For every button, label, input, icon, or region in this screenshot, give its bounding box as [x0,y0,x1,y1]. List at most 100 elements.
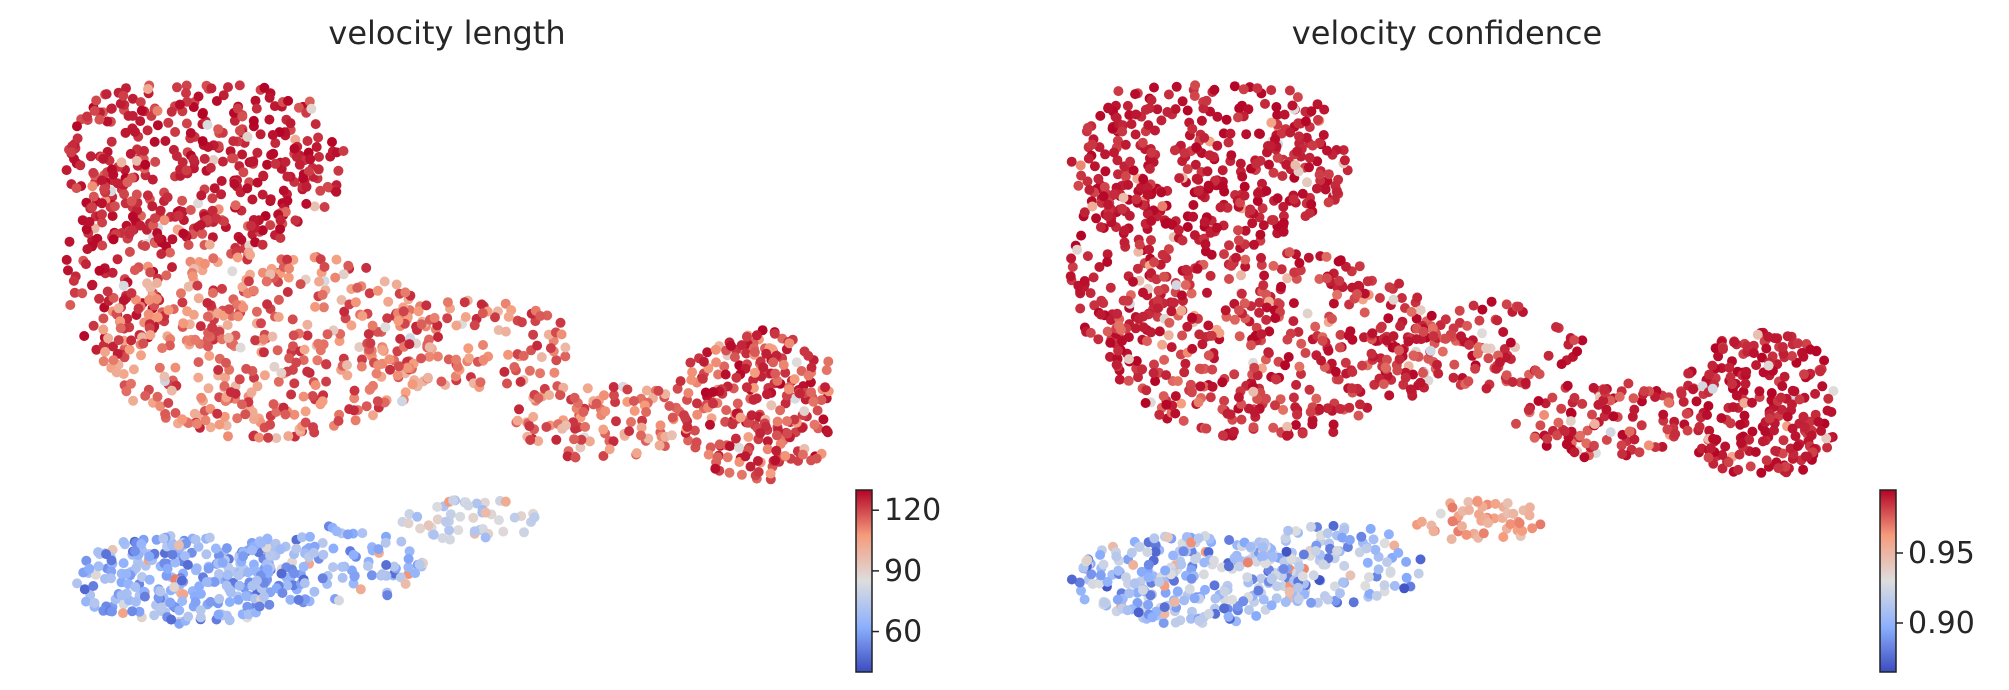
scatter-point [789,414,800,425]
scatter-point [137,572,148,582]
scatter-point [1225,409,1236,420]
scatter-point [121,568,132,579]
scatter-point [368,410,378,421]
scatter-point [1582,425,1593,436]
scatter-point [741,331,752,342]
scatter-point [455,511,466,522]
scatter-point [1617,449,1628,459]
scatter-point [389,561,400,572]
scatter-point [163,398,174,408]
scatter-point [1066,156,1077,167]
scatter-point [242,183,253,194]
scatter-point [208,155,219,165]
scatter-point [129,265,140,276]
scatter-point [1276,264,1287,275]
scatter-point [1184,584,1195,594]
scatter-point [1731,390,1742,401]
scatter-point [1296,338,1307,349]
scatter-point [193,293,204,304]
scatter-point [306,103,317,114]
scatter-point [578,407,589,417]
scatter-point [84,216,95,227]
scatter-point [152,120,163,131]
scatter-point [87,202,98,213]
scatter-point [363,329,374,339]
scatter-point [181,80,192,91]
scatter-point [107,267,118,278]
scatter-point [423,520,434,531]
scatter-point [1134,542,1145,552]
scatter-point [257,189,268,200]
scatter-point [147,201,158,212]
scatter-point [1634,447,1645,458]
scatter-point [1769,425,1779,436]
scatter-point [1362,276,1373,287]
scatter-point [1130,89,1141,100]
scatter-point [1095,309,1106,320]
scatter-point [1150,546,1161,557]
scatter-point [123,110,134,121]
scatter-point [1190,159,1201,170]
scatter-point [1288,194,1299,205]
scatter-point [254,432,265,443]
scatter-point [808,396,819,407]
scatter-point [1182,105,1193,116]
scatter-point [493,515,504,526]
scatter-point [404,509,415,519]
scatter-point [423,372,433,383]
scatter-point [214,593,225,604]
scatter-point [1203,320,1214,331]
scatter-point [333,416,344,426]
scatter-point [721,405,732,416]
scatter-point [1335,329,1346,340]
scatter-point [1102,326,1113,337]
chart-title: velocity confidence [1291,14,1603,52]
scatter-point [575,442,586,453]
scatter-point [403,553,414,564]
scatter-point [1437,346,1448,357]
scatter-point [1792,441,1803,452]
scatter-point [1418,326,1429,337]
scatter-point [217,557,228,568]
scatter-point [396,536,407,547]
scatter-point [1394,278,1405,289]
scatter-point [214,569,224,579]
scatter-point [1280,597,1291,608]
scatter-point [1238,84,1249,95]
scatter-point [1311,350,1322,361]
scatter-point [1065,271,1076,282]
scatter-point [1079,594,1090,605]
scatter-point [1177,330,1188,341]
scatter-point [1705,443,1716,454]
scatter-point [799,406,810,417]
scatter-point [314,276,324,287]
scatter-point [221,580,232,591]
scatter-point [1283,352,1294,362]
scatter-point [1345,570,1356,581]
scatter-point [1146,95,1157,106]
scatter-point [664,401,675,411]
scatter-point [285,118,296,129]
scatter-point [735,412,746,423]
scatter-point [1264,326,1275,337]
scatter-point [1744,434,1755,445]
scatter-point [190,334,201,345]
scatter-point [276,568,287,579]
scatter-point [1608,411,1619,422]
scatter-point [318,302,329,313]
scatter-point [1448,372,1459,383]
scatter-panel-velocity-length: velocity length 60 90 120 [0,0,1004,690]
scatter-point [1481,383,1492,394]
scatter-point [1773,463,1784,474]
scatter-point [1095,570,1106,581]
scatter-point [1171,280,1182,291]
scatter-point [1112,135,1123,146]
scatter-point [1704,369,1715,380]
scatter-point [743,417,753,428]
scatter-point [1542,433,1553,444]
scatter-point [1447,516,1458,527]
scatter-point [282,171,293,182]
scatter-point [1657,441,1668,452]
scatter-point [154,362,165,373]
scatter-point [149,213,160,224]
